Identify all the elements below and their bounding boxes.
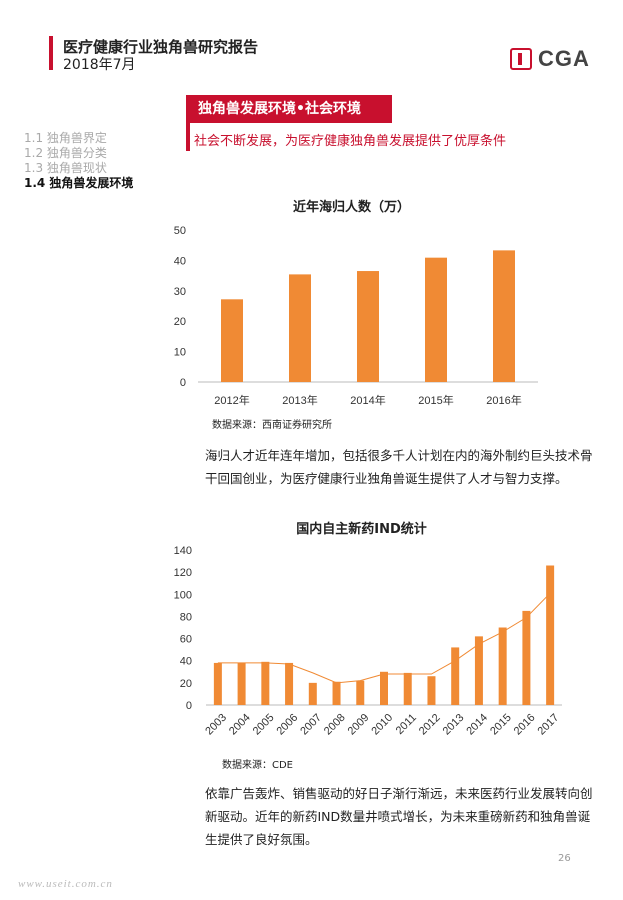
chart1-y-tick-label: 30 xyxy=(174,286,186,298)
chart2-bar xyxy=(380,671,388,705)
chart2-x-tick-label: 2017 xyxy=(536,712,562,738)
chart2-bar xyxy=(498,627,507,705)
chart1-bar xyxy=(493,250,515,382)
chart2-x-tick-label: 2007 xyxy=(298,712,324,738)
chart2-bar xyxy=(285,662,294,705)
chart2-bar xyxy=(451,647,460,705)
chart1-y-tick-label: 10 xyxy=(174,347,186,359)
report-title: 医疗健康行业独角兽研究报告 xyxy=(63,38,259,56)
chart2-bar xyxy=(308,682,317,705)
chart2-y-tick-label: 40 xyxy=(180,656,192,668)
chart1-title: 近年海归人数（万） xyxy=(292,200,410,215)
chart1-bar xyxy=(289,274,311,382)
paragraph-talent: 海归人才近年连年增加，包括很多千人计划在内的海外制约巨头技术骨干回国创业，为医疗… xyxy=(205,448,593,486)
chart2-x-tick-label: 2015 xyxy=(488,712,514,738)
toc-item[interactable]: 1.1 独角兽界定 xyxy=(24,131,107,145)
chart1-y-tick-label: 20 xyxy=(174,316,186,328)
chart1-y-tick-label: 0 xyxy=(180,377,186,389)
chart2-y-tick-label: 100 xyxy=(174,589,192,601)
chart2-x-tick-label: 2003 xyxy=(203,712,229,738)
chart1-x-tick-label: 2015年 xyxy=(418,393,453,407)
chart2-x-tick-label: 2005 xyxy=(251,712,277,738)
chart2-bar xyxy=(332,681,341,705)
chart2-x-tick-label: 2014 xyxy=(464,712,490,738)
chart1-bar xyxy=(425,257,447,382)
chart2-y-tick-label: 80 xyxy=(180,611,192,623)
title-accent-bar xyxy=(49,36,53,70)
toc-item[interactable]: 1.3 独角兽现状 xyxy=(24,161,107,175)
chart2-trend-line xyxy=(217,592,551,684)
page-number: 26 xyxy=(558,853,571,864)
chart2-y-tick-label: 140 xyxy=(174,545,192,557)
paragraph-innovation: 依靠广告轰炸、销售驱动的好日子渐行渐远，未来医药行业发展转向创新驱动。近年的新药… xyxy=(205,786,593,847)
watermark: www.useit.com.cn xyxy=(18,878,113,890)
chart2-x-tick-label: 2008 xyxy=(322,712,348,738)
chart2-bar xyxy=(356,680,365,705)
toc-item-active[interactable]: 1.4 独角兽发展环境 xyxy=(24,176,134,190)
chart2-y-tick-label: 60 xyxy=(180,634,192,646)
section-rule xyxy=(186,123,190,151)
chart2-bar xyxy=(427,676,436,705)
chart2-bar xyxy=(213,662,222,705)
chart2-x-tick-label: 2011 xyxy=(394,712,419,737)
chart2-plot: 0204060801001201402003200420052006200720… xyxy=(174,545,562,738)
chart2-y-tick-label: 0 xyxy=(186,700,192,712)
chart1-x-tick-label: 2013年 xyxy=(282,393,317,407)
chart2-x-tick-label: 2004 xyxy=(227,712,253,738)
chart2-y-tick-label: 20 xyxy=(180,678,192,690)
chart1-y-tick-label: 50 xyxy=(174,225,186,237)
chart2-source: 数据来源：CDE xyxy=(222,760,294,771)
chart1-source: 数据来源：西南证券研究所 xyxy=(212,420,332,431)
section-subtitle: 社会不断发展，为医疗健康独角兽发展提供了优厚条件 xyxy=(194,134,507,149)
chart2-bar xyxy=(546,565,555,705)
chart1-x-tick-label: 2014年 xyxy=(350,393,385,407)
chart2-x-tick-label: 2006 xyxy=(274,712,300,738)
chart2-x-tick-label: 2012 xyxy=(417,712,443,738)
chart2-y-tick-label: 120 xyxy=(174,567,192,579)
chart1-bar xyxy=(357,271,379,382)
chart2-x-tick-label: 2010 xyxy=(369,712,395,738)
cga-logo: CGA xyxy=(510,46,600,76)
logo-text: CGA xyxy=(538,46,590,71)
toc-item[interactable]: 1.2 独角兽分类 xyxy=(24,146,107,160)
chart2-x-tick-label: 2013 xyxy=(441,712,467,738)
chart2-x-tick-label: 2009 xyxy=(346,712,372,738)
chart1-y-tick-label: 40 xyxy=(174,255,186,267)
logo-mark-icon xyxy=(510,48,532,70)
table-of-contents: 1.1 独角兽界定 1.2 独角兽分类 1.3 独角兽现状 1.4 独角兽发展环… xyxy=(24,131,133,191)
chart2-title: 国内自主新药IND统计 xyxy=(296,522,427,537)
chart2-bar xyxy=(474,636,483,705)
chart1-x-tick-label: 2012年 xyxy=(214,393,249,407)
chart2-bar xyxy=(261,661,270,705)
chart2-bar xyxy=(522,610,531,705)
chart2-x-tick-label: 2016 xyxy=(512,712,538,738)
chart1-bar xyxy=(221,299,243,382)
chart1-plot: 0 10 20 30 40 50 2012年 2013年 2014年 2015年 2016年 xyxy=(174,225,538,407)
chart2-bar xyxy=(237,662,246,705)
section-tag: 独角兽发展环境•社会环境 xyxy=(186,95,392,123)
chart2-bar xyxy=(403,672,412,705)
chart1-x-tick-label: 2016年 xyxy=(486,393,521,407)
report-date: 2018年7月 xyxy=(63,57,136,73)
